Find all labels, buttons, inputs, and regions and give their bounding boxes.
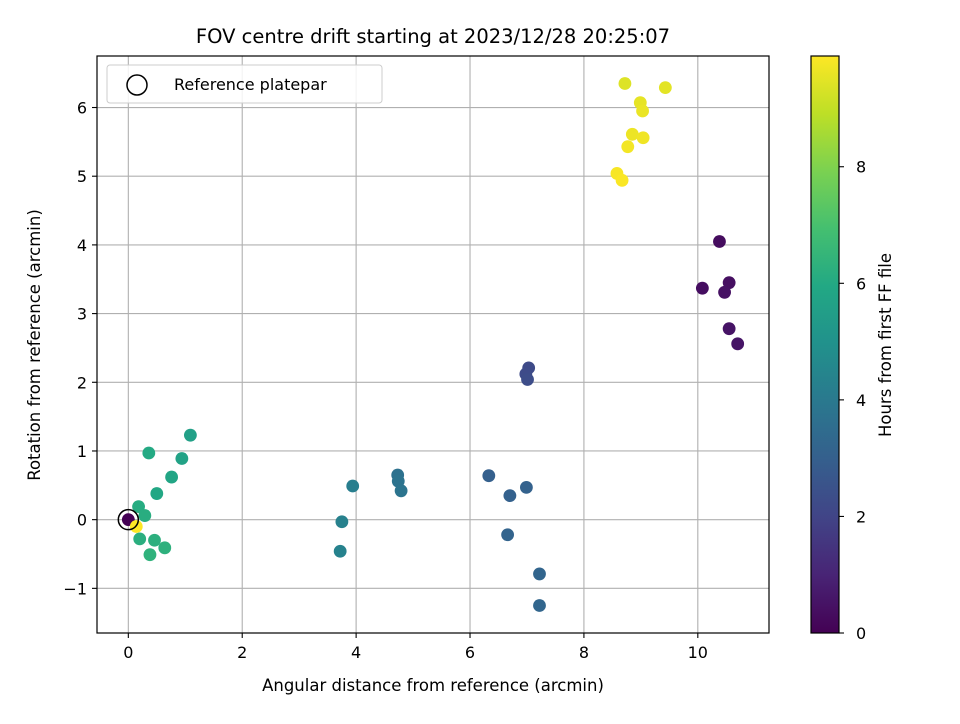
y-tick-label: 5	[77, 167, 87, 186]
colorbar-tick-label: 6	[856, 274, 866, 293]
data-point	[482, 469, 496, 483]
legend: Reference platepar	[106, 64, 383, 104]
grid	[97, 56, 769, 633]
data-point	[521, 373, 534, 386]
x-tick-label: 2	[237, 643, 247, 662]
y-axis-label: Rotation from reference (arcmin)	[25, 209, 44, 481]
reference-marker	[117, 508, 140, 531]
x-tick-label: 6	[465, 643, 475, 662]
plot-frame	[96, 55, 770, 634]
colorbar: 0 2 4 6 8 Hours from first FF file	[810, 55, 895, 643]
data-point	[132, 500, 145, 514]
data-point	[533, 567, 546, 581]
legend-reference-marker	[126, 74, 148, 96]
data-point	[718, 285, 731, 299]
colorbar-ticks: 0 2 4 6 8	[839, 158, 866, 643]
colorbar-tick-label: 4	[856, 391, 866, 410]
y-tick-label: 4	[77, 236, 87, 255]
y-tick-label: 2	[77, 373, 87, 392]
data-point	[713, 235, 726, 248]
y-tick-label: 3	[77, 305, 87, 324]
x-tick-label: 8	[579, 643, 589, 662]
data-point	[625, 127, 639, 141]
data-point	[621, 140, 635, 154]
colorbar-tick-label: 8	[856, 158, 866, 177]
data-point	[394, 484, 408, 498]
data-point	[503, 489, 517, 503]
data-point	[391, 474, 405, 488]
data-point	[533, 599, 546, 612]
data-point	[636, 104, 649, 118]
y-tick-label: 0	[77, 511, 87, 530]
data-point	[501, 528, 515, 542]
x-tick-label: 0	[123, 643, 133, 662]
data-points	[121, 77, 745, 612]
data-point	[148, 533, 161, 547]
data-point	[133, 532, 147, 546]
colorbar-tick-label: 2	[856, 507, 866, 526]
data-point	[636, 131, 650, 145]
legend-box	[106, 64, 383, 104]
y-axis-ticks: −1 0 1 2 3 4 5 6	[63, 99, 97, 598]
y-tick-label: −1	[63, 579, 87, 598]
data-point	[335, 515, 349, 529]
data-point	[158, 541, 172, 555]
data-point	[658, 81, 672, 94]
y-tick-label: 1	[77, 442, 87, 461]
data-point	[183, 428, 197, 442]
data-point	[150, 487, 164, 500]
data-point	[519, 480, 533, 494]
y-tick-label: 6	[77, 99, 87, 118]
x-axis-label: Angular distance from reference (arcmin)	[262, 676, 604, 695]
data-point	[695, 281, 709, 295]
reference-marker-layer	[117, 508, 140, 531]
data-point	[731, 337, 745, 351]
data-point	[142, 446, 156, 460]
chart-title: FOV centre drift starting at 2023/12/28 …	[196, 25, 670, 48]
colorbar-gradient	[810, 55, 840, 634]
x-tick-label: 4	[351, 643, 361, 662]
data-point	[346, 479, 360, 493]
x-axis-ticks: 0 2 4 6 8 10	[123, 633, 708, 662]
data-point	[138, 509, 152, 522]
data-point	[615, 173, 629, 187]
colorbar-label: Hours from first FF file	[876, 253, 895, 437]
legend-label: Reference platepar	[174, 75, 327, 94]
data-point	[722, 322, 736, 336]
colorbar-tick-label: 0	[856, 624, 866, 643]
data-point	[618, 77, 632, 90]
data-point	[165, 470, 179, 484]
data-point	[722, 276, 736, 290]
x-tick-label: 10	[688, 643, 708, 662]
data-point	[143, 548, 157, 562]
data-point	[333, 544, 347, 558]
data-point	[175, 452, 189, 465]
